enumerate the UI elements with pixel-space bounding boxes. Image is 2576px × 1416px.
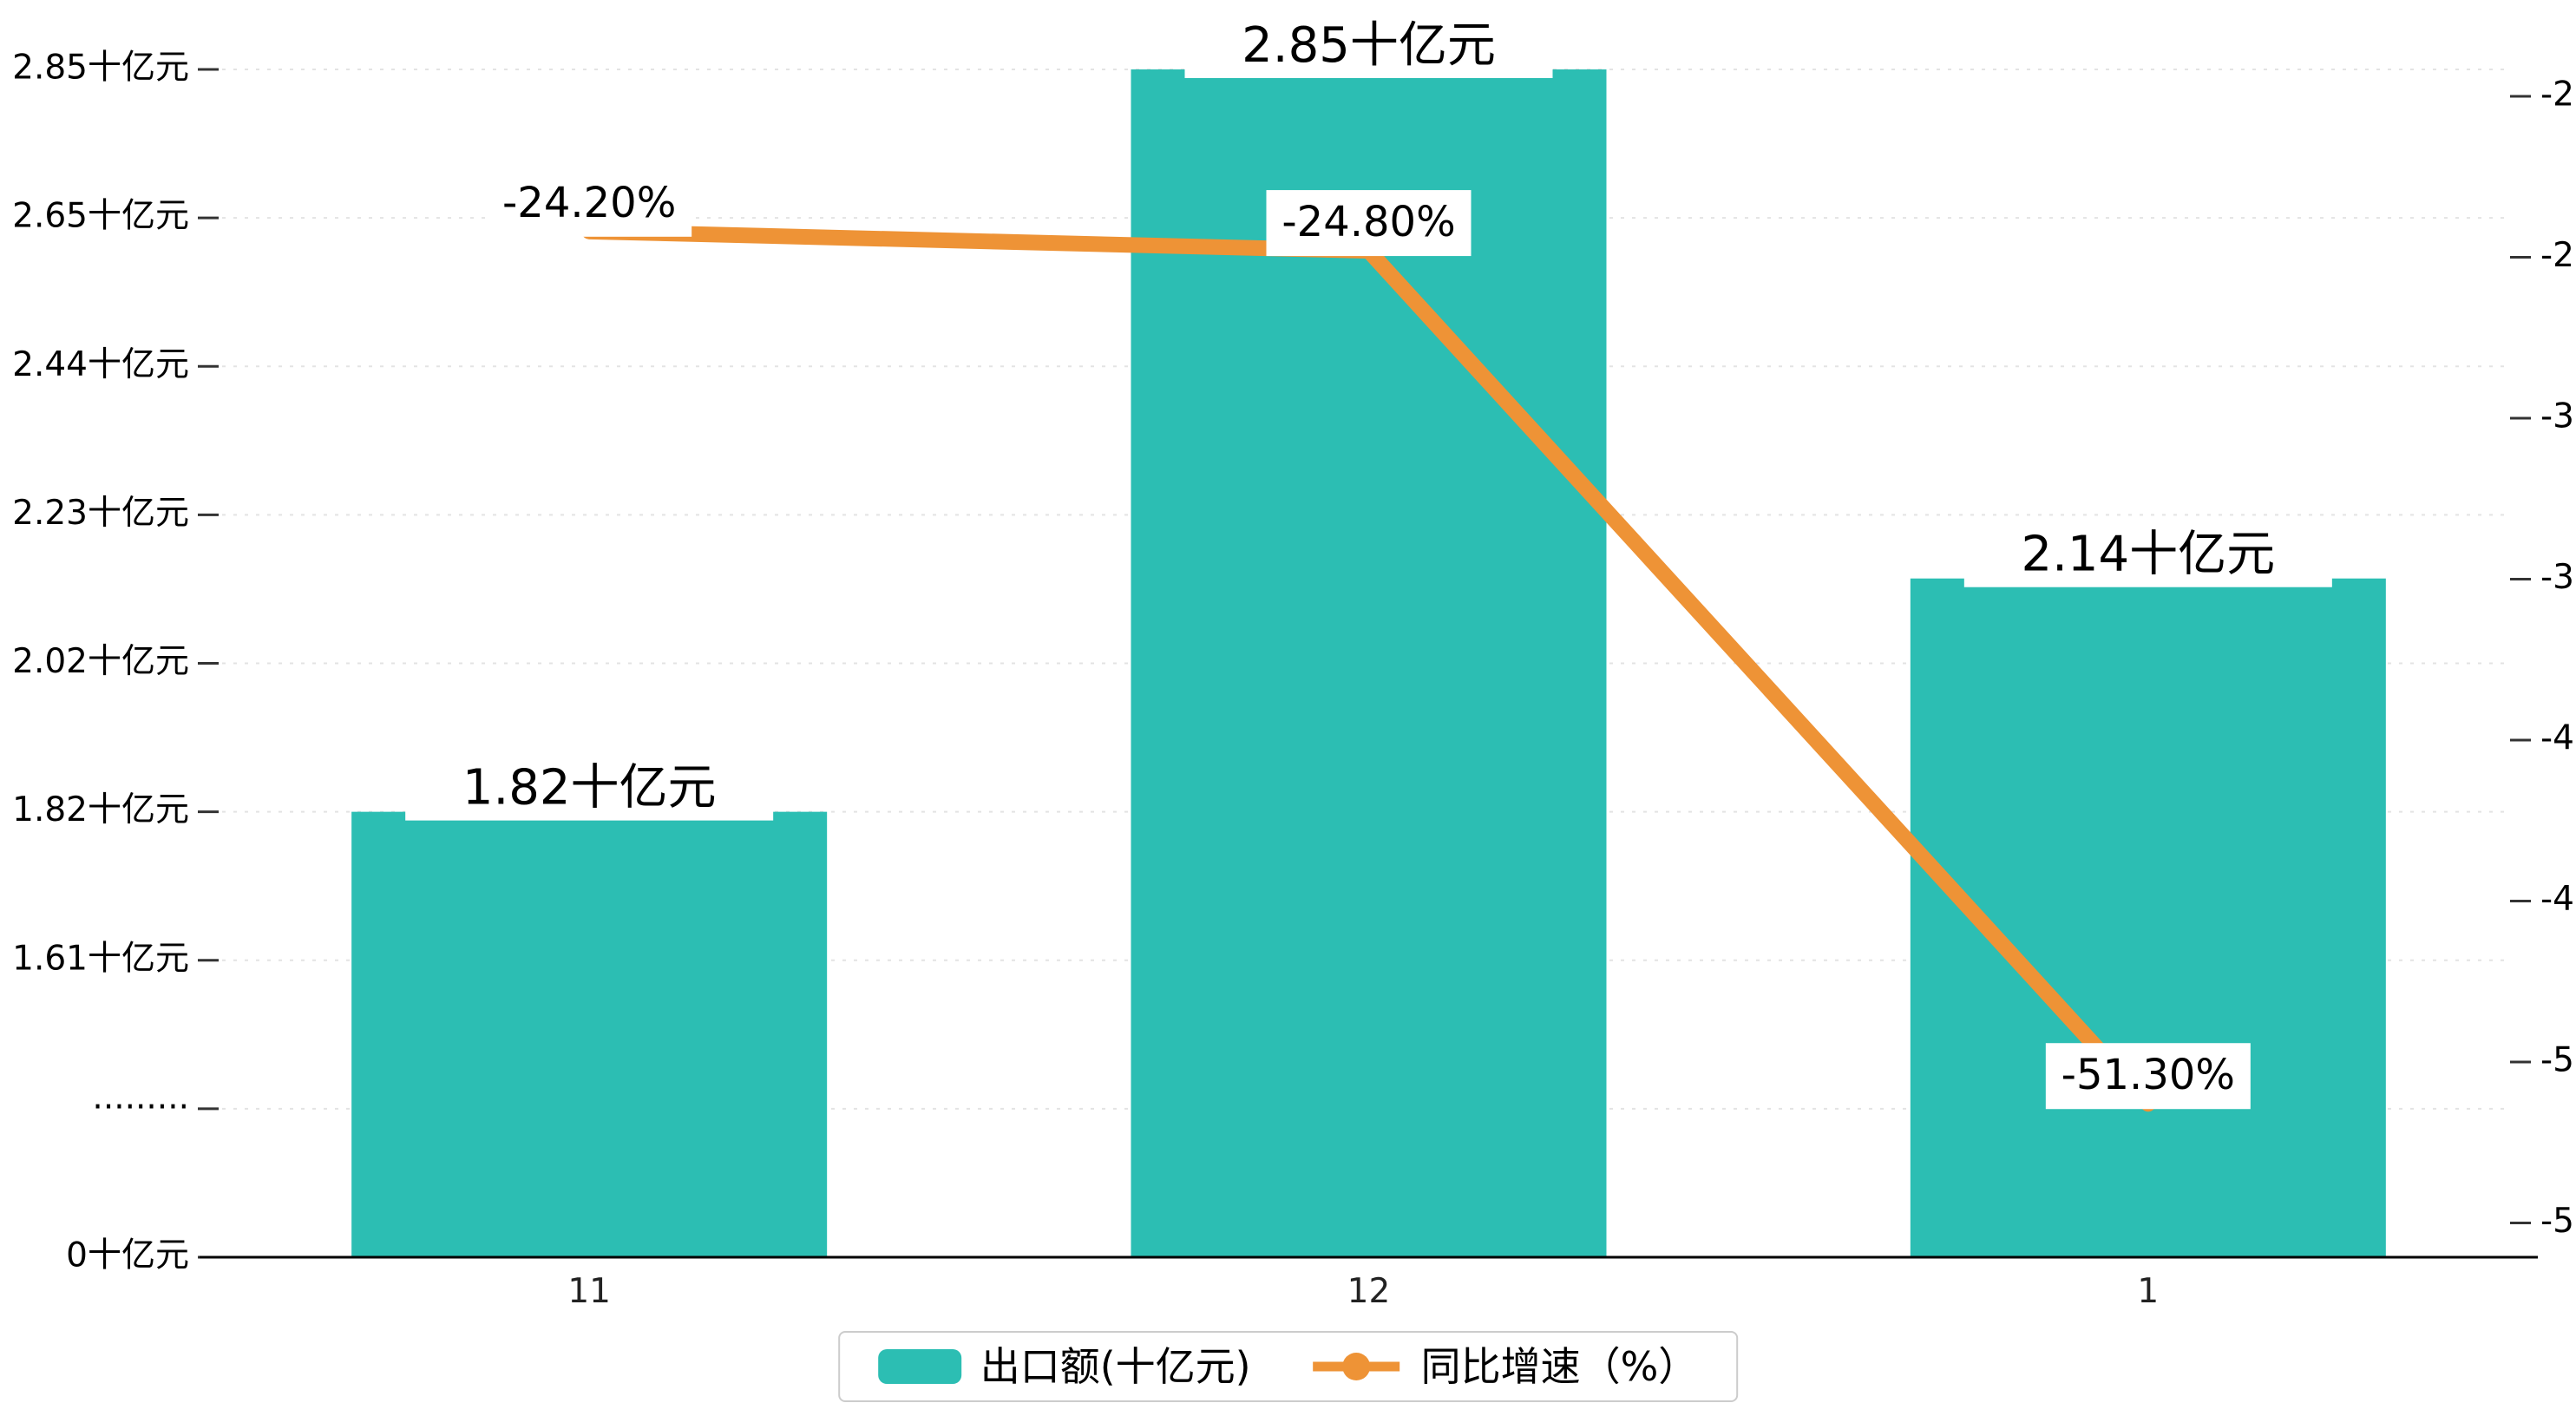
legend-export-label: 出口额(十亿元) bbox=[980, 1343, 1251, 1390]
right-axis-tick-label: -40 bbox=[2540, 719, 2576, 758]
line-label-bg bbox=[2045, 1043, 2251, 1110]
bar-value-label: 1.82十亿元 bbox=[462, 760, 717, 816]
legend-growth-label: 同比增速（%） bbox=[1420, 1343, 1699, 1390]
left-axis-tick-label: 2.85十亿元 bbox=[12, 49, 189, 88]
left-axis-tick-label: 0十亿元 bbox=[66, 1236, 189, 1275]
right-axis-tick-label: -30 bbox=[2540, 397, 2576, 436]
bar-month-1[interactable] bbox=[1910, 578, 2386, 1257]
bar-value-label: 2.85十亿元 bbox=[1242, 17, 1496, 74]
line-series-swatch-icon bbox=[1313, 1353, 1400, 1380]
left-axis-tick-label: 2.65十亿元 bbox=[12, 197, 189, 236]
legend-item-export[interactable]: 出口额(十亿元) bbox=[877, 1343, 1251, 1390]
bar-label-bg bbox=[1184, 16, 1553, 78]
x-axis-label: 12 bbox=[1347, 1272, 1391, 1311]
x-axis-label: 11 bbox=[567, 1272, 611, 1311]
right-axis-tick-label: -55 bbox=[2540, 1202, 2576, 1241]
left-axis-tick-label: 2.23十亿元 bbox=[12, 494, 189, 533]
right-axis-tick-label: -25 bbox=[2540, 236, 2576, 275]
right-axis-tick-label: -50 bbox=[2540, 1041, 2576, 1080]
left-axis-tick-label: ········· bbox=[92, 1087, 189, 1126]
right-axis-tick-label: -45 bbox=[2540, 880, 2576, 919]
x-axis-label: 1 bbox=[2137, 1272, 2159, 1311]
bar-value-label: 2.14十亿元 bbox=[2021, 527, 2275, 583]
bar-series-swatch-icon bbox=[877, 1349, 961, 1384]
legend: 出口额(十亿元) 同比增速（%） bbox=[837, 1331, 1739, 1402]
line-value-label: -24.80% bbox=[1281, 198, 1455, 246]
right-axis-tick-label: -35 bbox=[2540, 558, 2576, 597]
line-label-bg bbox=[1266, 190, 1472, 257]
bar-month-12[interactable] bbox=[1131, 69, 1607, 1257]
right-axis-tick-label: -20 bbox=[2540, 75, 2576, 115]
bar-label-bg bbox=[1963, 524, 2332, 587]
line-value-label: -51.30% bbox=[2061, 1051, 2235, 1099]
left-axis-tick-label: 2.44十亿元 bbox=[12, 345, 189, 384]
bar-label-bg bbox=[405, 757, 774, 821]
legend-item-growth[interactable]: 同比增速（%） bbox=[1312, 1343, 1699, 1390]
line-label-bg bbox=[487, 170, 692, 237]
left-axis-tick-label: 2.02十亿元 bbox=[12, 642, 189, 681]
line-value-label: -24.20% bbox=[502, 179, 676, 227]
left-axis-tick-label: 1.82十亿元 bbox=[12, 790, 189, 829]
left-axis-tick-label: 1.61十亿元 bbox=[12, 939, 189, 978]
bar-month-11[interactable] bbox=[351, 811, 828, 1257]
